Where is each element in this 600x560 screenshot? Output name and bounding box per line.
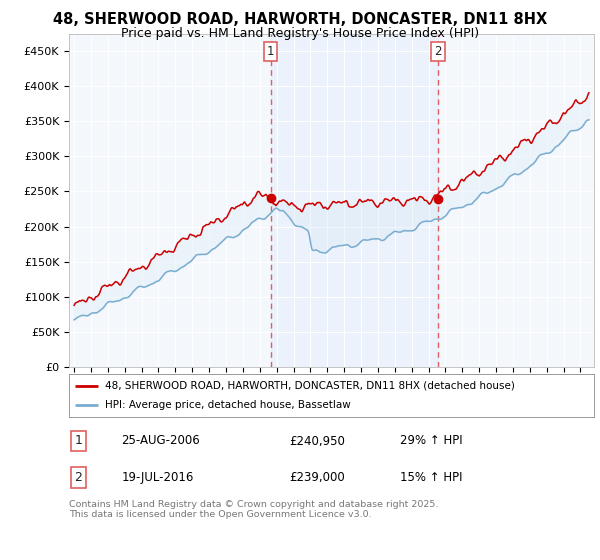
Text: 19-JUL-2016: 19-JUL-2016 — [121, 471, 194, 484]
Text: 2: 2 — [74, 471, 82, 484]
Text: £240,950: £240,950 — [290, 435, 346, 447]
Text: 2: 2 — [434, 45, 442, 58]
Text: 1: 1 — [74, 435, 82, 447]
Text: 48, SHERWOOD ROAD, HARWORTH, DONCASTER, DN11 8HX: 48, SHERWOOD ROAD, HARWORTH, DONCASTER, … — [53, 12, 547, 27]
Text: Contains HM Land Registry data © Crown copyright and database right 2025.
This d: Contains HM Land Registry data © Crown c… — [69, 500, 439, 519]
Text: £239,000: £239,000 — [290, 471, 345, 484]
Bar — [271, 34, 438, 367]
Text: Price paid vs. HM Land Registry's House Price Index (HPI): Price paid vs. HM Land Registry's House … — [121, 27, 479, 40]
Text: 25-AUG-2006: 25-AUG-2006 — [121, 435, 200, 447]
Text: 15% ↑ HPI: 15% ↑ HPI — [400, 471, 462, 484]
Text: 29% ↑ HPI: 29% ↑ HPI — [400, 435, 463, 447]
Text: 48, SHERWOOD ROAD, HARWORTH, DONCASTER, DN11 8HX (detached house): 48, SHERWOOD ROAD, HARWORTH, DONCASTER, … — [105, 381, 515, 391]
Text: HPI: Average price, detached house, Bassetlaw: HPI: Average price, detached house, Bass… — [105, 400, 350, 410]
Text: 1: 1 — [267, 45, 274, 58]
